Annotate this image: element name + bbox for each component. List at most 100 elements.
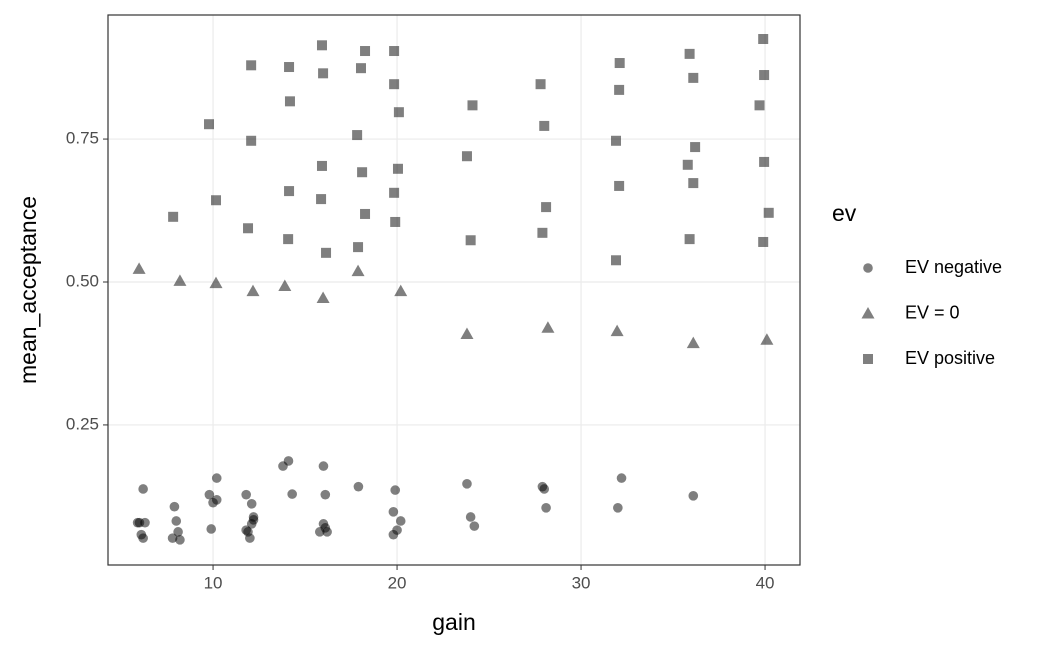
point	[684, 48, 695, 59]
y-tick-label: 0.50	[66, 271, 99, 290]
point	[283, 456, 294, 466]
point	[469, 521, 480, 531]
point	[283, 234, 294, 245]
point	[465, 512, 476, 522]
point	[392, 163, 403, 174]
point	[320, 489, 331, 500]
y-tick-label: 0.25	[66, 414, 99, 433]
point	[211, 495, 222, 505]
point	[611, 135, 622, 146]
point	[211, 473, 222, 483]
point	[682, 159, 693, 170]
x-tick-label: 30	[572, 573, 591, 592]
point	[460, 327, 474, 340]
legend-title: ev	[832, 200, 857, 226]
point	[243, 223, 254, 234]
point	[688, 72, 699, 83]
point	[759, 156, 770, 167]
point	[684, 234, 695, 245]
point	[690, 142, 701, 153]
point	[246, 284, 260, 297]
point	[278, 279, 292, 291]
legend-key	[861, 307, 875, 319]
x-axis-title: gain	[432, 609, 475, 635]
point	[316, 40, 327, 51]
point	[394, 284, 408, 297]
point	[246, 135, 257, 146]
x-tick-label: 20	[388, 573, 407, 592]
point	[318, 461, 329, 471]
point	[248, 515, 259, 525]
point	[537, 227, 548, 238]
legend-key	[863, 263, 873, 273]
point	[611, 255, 622, 266]
point	[241, 489, 251, 500]
x-tick-label: 10	[204, 573, 223, 592]
point	[759, 70, 770, 81]
panel-border	[107, 14, 801, 566]
point	[132, 517, 143, 528]
point	[390, 216, 401, 227]
point	[614, 84, 625, 95]
legend-label: EV = 0	[905, 302, 960, 322]
point	[316, 194, 327, 205]
point	[388, 529, 399, 540]
point	[316, 160, 327, 171]
point	[758, 236, 769, 247]
y-axis-title: mean_acceptance	[15, 196, 41, 384]
point	[539, 120, 550, 131]
point	[287, 489, 297, 499]
point	[353, 481, 364, 492]
point	[132, 262, 146, 274]
point	[541, 202, 552, 213]
point	[541, 503, 551, 513]
point	[541, 321, 555, 333]
point	[393, 107, 404, 118]
point	[357, 167, 368, 178]
point	[138, 484, 148, 494]
point	[284, 62, 295, 73]
point	[316, 291, 330, 304]
point	[758, 34, 769, 45]
point	[686, 336, 700, 349]
point	[390, 485, 401, 495]
point	[171, 516, 182, 526]
point	[754, 100, 765, 111]
point	[206, 524, 217, 534]
point	[204, 489, 215, 500]
point	[351, 264, 365, 277]
point	[173, 274, 187, 286]
point	[246, 60, 257, 71]
point	[763, 207, 774, 218]
point	[613, 503, 623, 513]
point	[284, 96, 295, 107]
x-tick-label: 40	[756, 573, 775, 592]
point	[395, 516, 406, 526]
point	[353, 242, 364, 253]
point	[169, 501, 180, 512]
point	[245, 533, 255, 543]
point	[688, 178, 699, 189]
point	[760, 333, 774, 345]
legend-key	[863, 354, 873, 364]
point	[204, 119, 215, 130]
point	[614, 58, 625, 69]
point	[465, 235, 476, 246]
point	[616, 473, 627, 483]
point	[688, 491, 699, 501]
point	[241, 525, 251, 535]
point	[140, 517, 150, 528]
point	[138, 533, 148, 543]
point	[539, 484, 550, 494]
point	[388, 507, 399, 517]
point	[175, 535, 185, 545]
point	[467, 100, 478, 111]
point	[284, 186, 295, 197]
point	[209, 276, 223, 289]
panel	[108, 15, 800, 565]
point	[462, 479, 472, 489]
point	[246, 499, 257, 509]
point	[389, 187, 400, 198]
point	[389, 79, 400, 90]
